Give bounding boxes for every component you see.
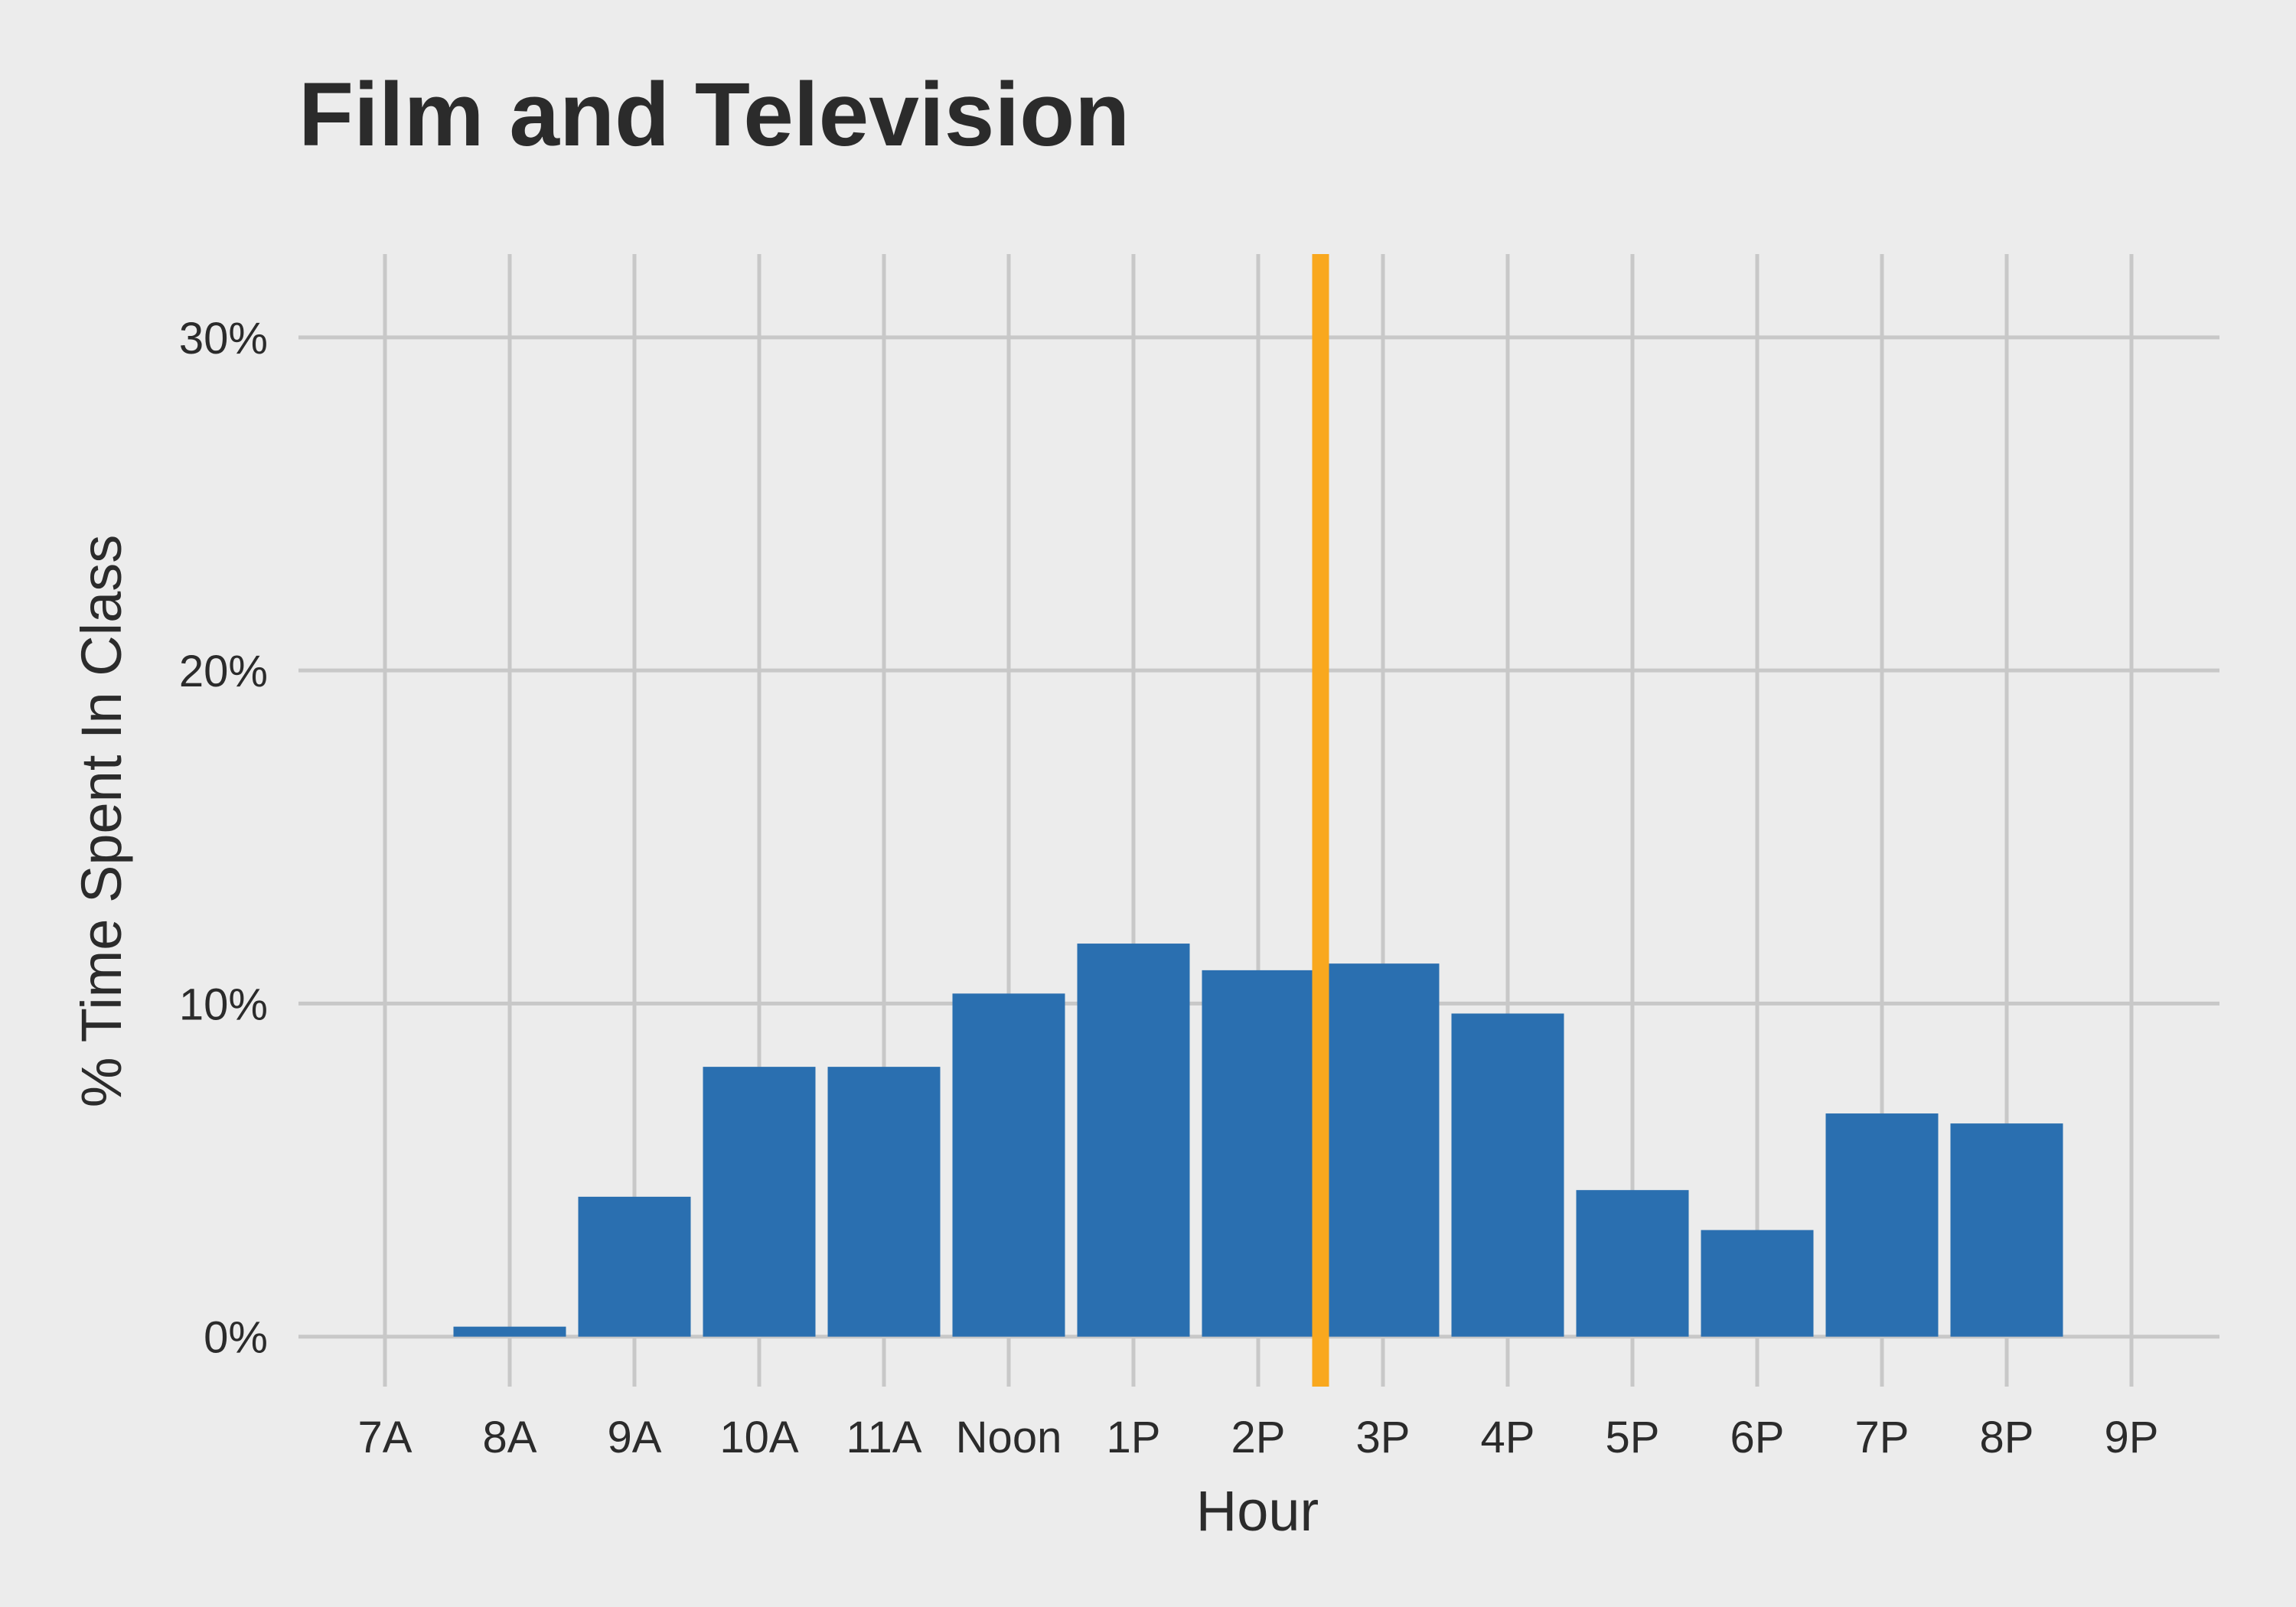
bar	[952, 993, 1065, 1337]
x-tick-label: 5P	[1606, 1413, 1660, 1462]
bars	[453, 944, 2063, 1337]
x-tick-label: Noon	[956, 1413, 1062, 1462]
y-axis-label: % Time Spent In Class	[70, 535, 133, 1108]
x-tick-label: 6P	[1730, 1413, 1785, 1462]
bar	[703, 1067, 816, 1337]
x-tick-label: 2P	[1231, 1413, 1286, 1462]
chart-title: Film and Television	[298, 64, 1130, 165]
bar	[1326, 963, 1440, 1337]
bar	[827, 1067, 941, 1337]
y-tick-label: 0%	[204, 1313, 268, 1363]
y-tick-label: 30%	[179, 314, 268, 363]
bar	[453, 1326, 566, 1337]
y-tick-label: 20%	[179, 647, 268, 696]
x-tick-label: 3P	[1356, 1413, 1411, 1462]
x-tick-label: 9A	[608, 1413, 662, 1462]
bar	[1451, 1013, 1564, 1337]
bar	[1077, 944, 1190, 1337]
x-tick-label: 7A	[358, 1413, 413, 1462]
bar	[1576, 1190, 1689, 1337]
x-tick-label: 8A	[483, 1413, 537, 1462]
x-tick-label: 11A	[846, 1413, 922, 1462]
bar	[1950, 1123, 2063, 1337]
bar	[1701, 1230, 1814, 1337]
x-tick-label: 10A	[719, 1413, 799, 1462]
y-axis-ticks: 0% 10% 20% 30%	[179, 314, 268, 1363]
bar	[1202, 970, 1315, 1337]
x-axis-label: Hour	[1196, 1479, 1319, 1543]
x-tick-label: 7P	[1855, 1413, 1910, 1462]
x-tick-label: 1P	[1107, 1413, 1161, 1462]
x-tick-label: 4P	[1481, 1413, 1535, 1462]
bar	[578, 1196, 691, 1337]
x-tick-label: 8P	[1980, 1413, 2034, 1462]
x-axis-ticks: 7A 8A 9A 10A 11A Noon 1P 2P 3P 4P 5P 6P 7P 8P 9P	[358, 1413, 2159, 1462]
y-tick-label: 10%	[179, 980, 268, 1029]
bar	[1825, 1113, 1939, 1337]
x-tick-label: 9P	[2105, 1413, 2159, 1462]
